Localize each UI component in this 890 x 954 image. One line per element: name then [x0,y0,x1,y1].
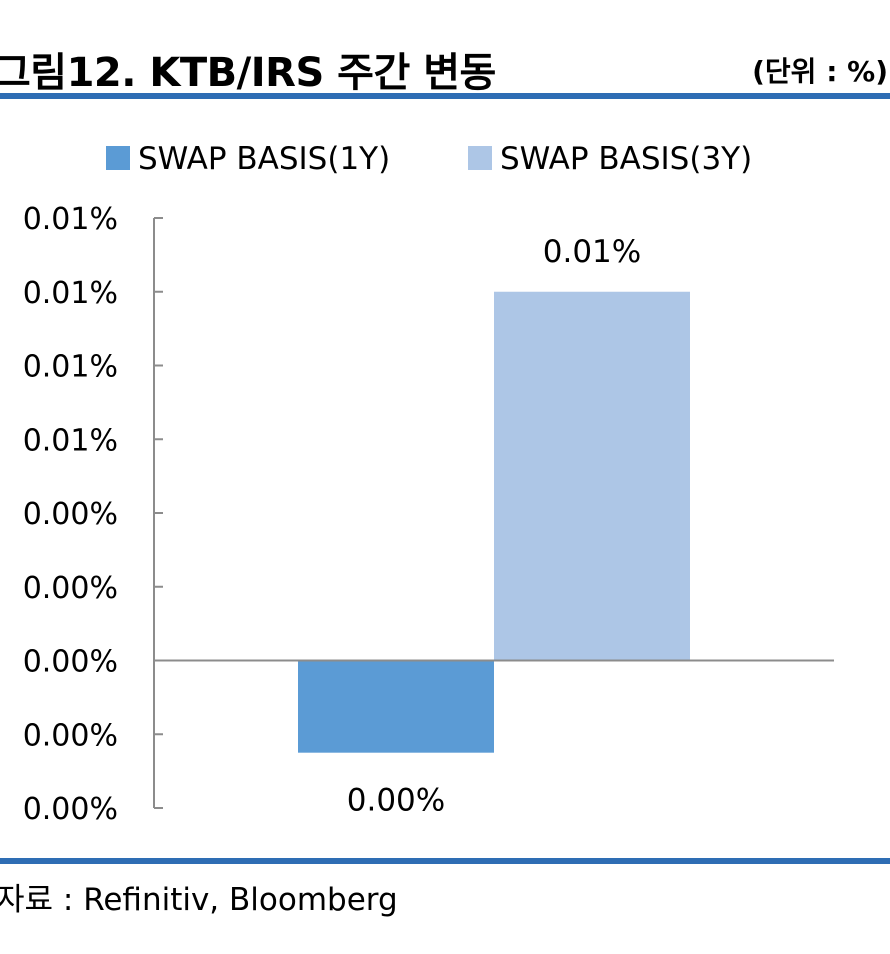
chart-header: 그림12. KTB/IRS 주간 변동 (단위 : %) [0,36,890,96]
y-tick-label-6: 0.00% [23,571,118,606]
legend-label-1: SWAP BASIS(1Y) [138,141,390,177]
y-tick-label-9: 0.00% [23,792,118,827]
legend-label-2: SWAP BASIS(3Y) [500,141,752,177]
bar-label-1: 0.00% [347,783,445,819]
source-note: 자료 : Refinitiv, Bloomberg [0,882,398,918]
y-tick-label-5: 0.00% [23,497,118,532]
y-tick-label-8: 0.00% [23,718,118,753]
bar-1 [298,660,494,753]
bar-label-2: 0.01% [543,234,641,270]
y-tick-label-2: 0.01% [23,276,118,311]
unit-label: (단위 : %) [752,55,888,88]
legend-swatch-1 [106,146,130,170]
chart-title: 그림12. KTB/IRS 주간 변동 [0,50,496,96]
y-tick-label-4: 0.01% [23,423,118,458]
legend-swatch-2 [468,146,492,170]
y-tick-label-7: 0.00% [23,645,118,680]
y-tick-label-3: 0.01% [23,350,118,385]
bottom-rule [0,858,890,864]
top-rule [0,93,890,99]
y-tick-label-1: 0.01% [23,202,118,237]
bar-2 [494,291,690,661]
